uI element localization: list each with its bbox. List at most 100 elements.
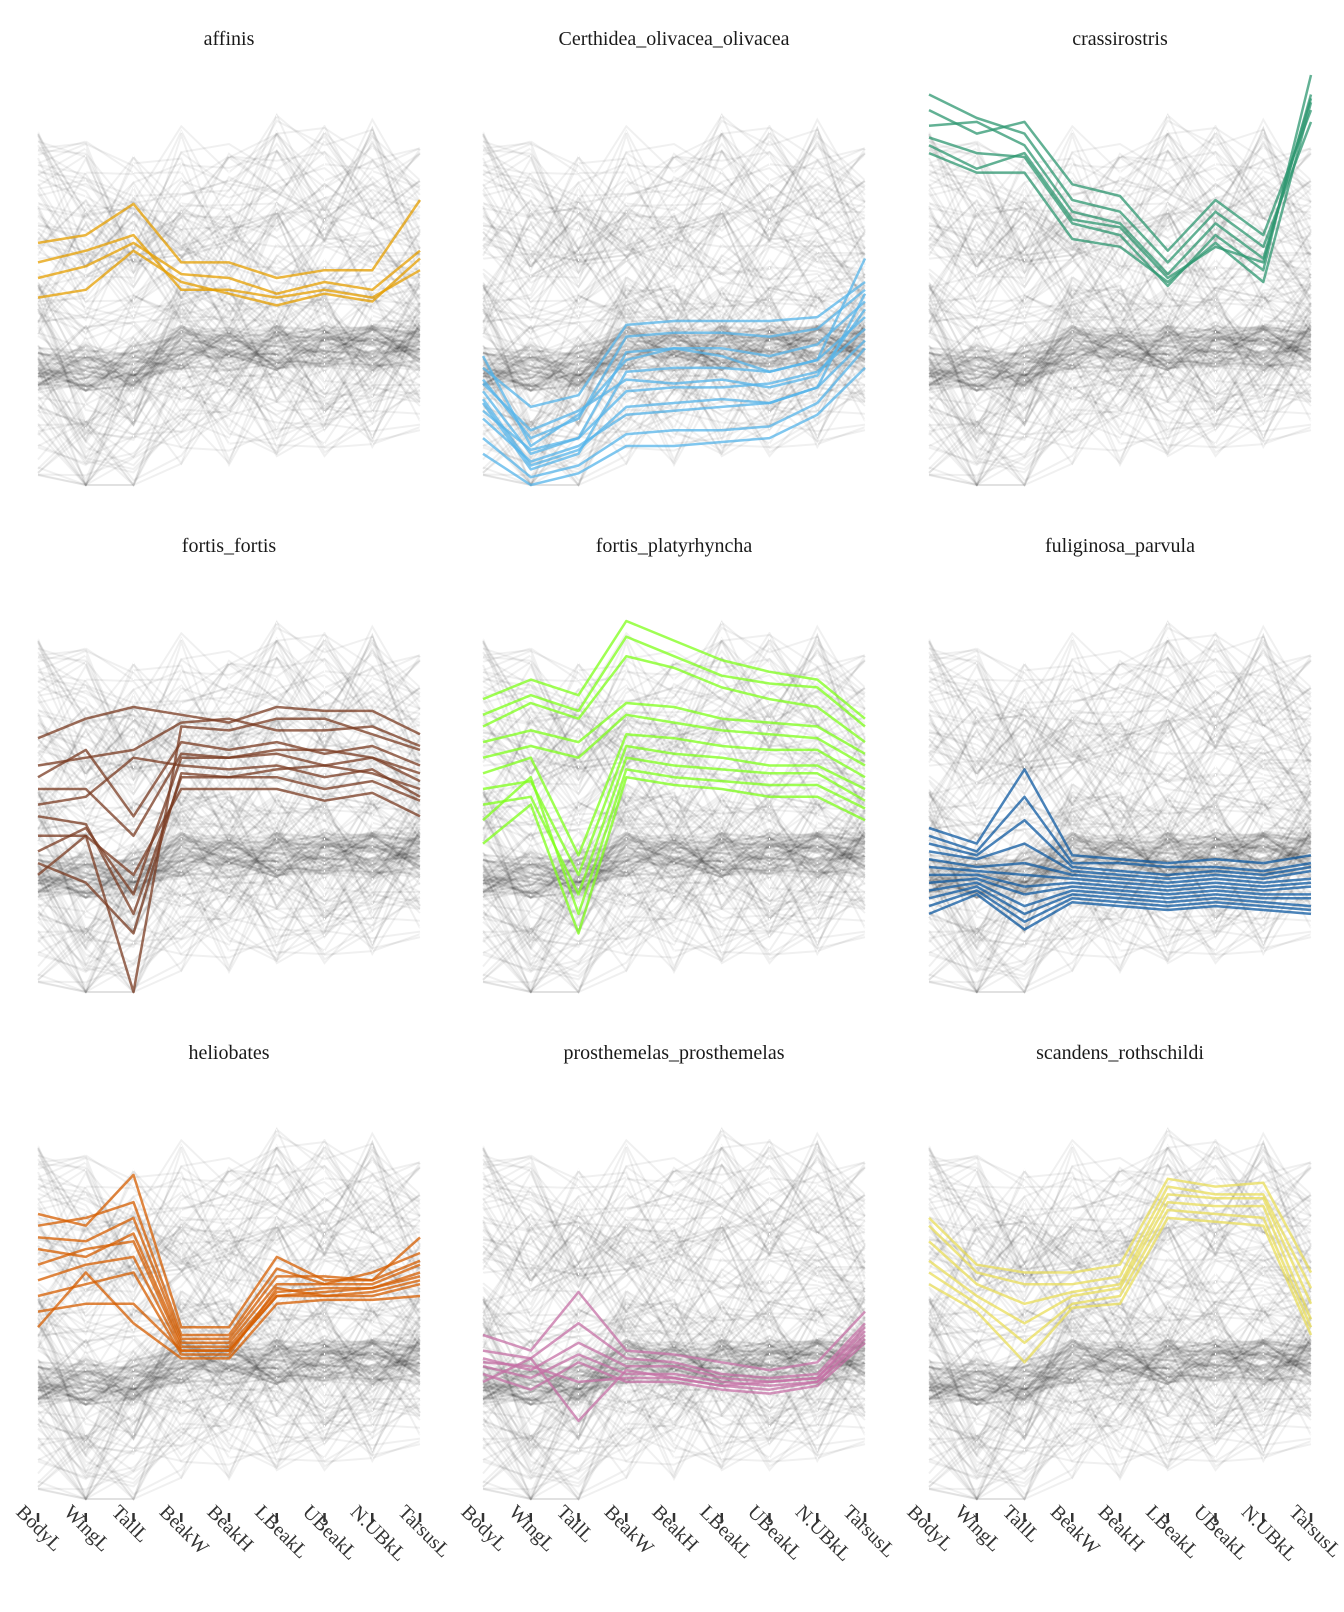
context-line [928,341,1312,361]
context-line [482,217,866,331]
context-line [928,636,1312,776]
context-line [482,658,866,759]
context-line [482,827,866,935]
context-line [928,1341,1312,1393]
context-line [928,1212,1312,1331]
context-line [928,369,1312,487]
context-line [928,1294,1312,1456]
context-line [37,1373,421,1475]
context-line [37,639,421,771]
context-line [928,1351,1312,1402]
context-line [37,827,421,935]
x-tick-label: BodyL [457,1501,512,1556]
context-line [37,738,421,843]
context-line [37,1294,421,1456]
context-line [928,126,1312,274]
context-line [37,1383,421,1501]
context-line [37,205,421,324]
context-line [482,152,866,257]
context-line [37,1164,421,1276]
context-line [928,1199,1312,1342]
context-line [482,329,866,387]
context-line [37,129,421,239]
context-line [37,789,421,943]
context-line [482,144,866,231]
context-line [37,702,421,847]
panel-prosthemelas_prosthemelas: prosthemelas_prosthemelas [482,1042,866,1501]
context-line [928,112,1312,268]
context-line [37,324,421,381]
x-tick-label: LBeakL [1141,1501,1203,1563]
context-line [37,341,421,361]
context-line [482,325,866,367]
context-line [482,1348,866,1466]
context-line [482,1340,866,1406]
highlight-line [482,1322,866,1380]
context-line [928,125,1312,286]
context-line [37,805,421,937]
context-line [37,1348,421,1403]
context-line [482,704,866,846]
context-line [482,1164,866,1277]
context-line [482,1126,866,1282]
context-line [928,329,1312,388]
context-line [482,224,866,314]
context-line [928,864,1312,994]
context-line [37,289,421,415]
context-line [37,1328,421,1500]
context-line [482,1212,866,1331]
highlight-line [928,865,1312,888]
context-line [482,836,866,881]
context-line [928,202,1312,299]
context-line [37,185,421,328]
context-line [37,790,421,915]
context-line [928,704,1312,846]
context-line [37,1158,421,1245]
context-line [928,1301,1312,1384]
context-line [482,1351,866,1402]
context-line [928,117,1312,252]
context-line [482,1218,866,1299]
highlight-line [482,288,866,440]
x-tick-label: BeakH [1094,1501,1149,1556]
context-line [482,334,866,389]
context-line [482,1343,866,1402]
context-line [37,329,421,388]
context-line [928,1337,1312,1401]
highlight-line [482,327,866,452]
context-line [482,1154,866,1265]
context-line [37,284,421,399]
context-line [37,1143,421,1253]
context-line [928,874,1312,968]
context-line [482,812,866,944]
context-line [37,280,421,442]
context-line [928,1338,1312,1407]
context-line [482,793,866,950]
context-line [37,1355,421,1375]
context-line [928,838,1312,880]
context-line [37,1312,421,1403]
highlight-line [37,1232,421,1345]
context-line [37,637,421,782]
context-line [928,335,1312,392]
context-line [37,294,421,402]
context-line [482,1144,866,1289]
context-line [37,842,421,899]
context-line [482,230,866,324]
context-line [37,832,421,887]
context-line [37,846,421,885]
context-line [37,335,421,392]
highlight-line [928,1193,1313,1306]
context-line [37,339,421,378]
context-line [928,324,1312,381]
context-line [482,1171,866,1279]
context-line [482,205,866,332]
context-line [482,848,866,868]
x-tick-label: BodyL [903,1501,958,1556]
context-line [482,211,866,334]
context-line [928,1312,1312,1403]
context-line [37,282,421,408]
context-line [928,328,1312,367]
context-line [482,1193,866,1294]
context-line [482,205,866,335]
